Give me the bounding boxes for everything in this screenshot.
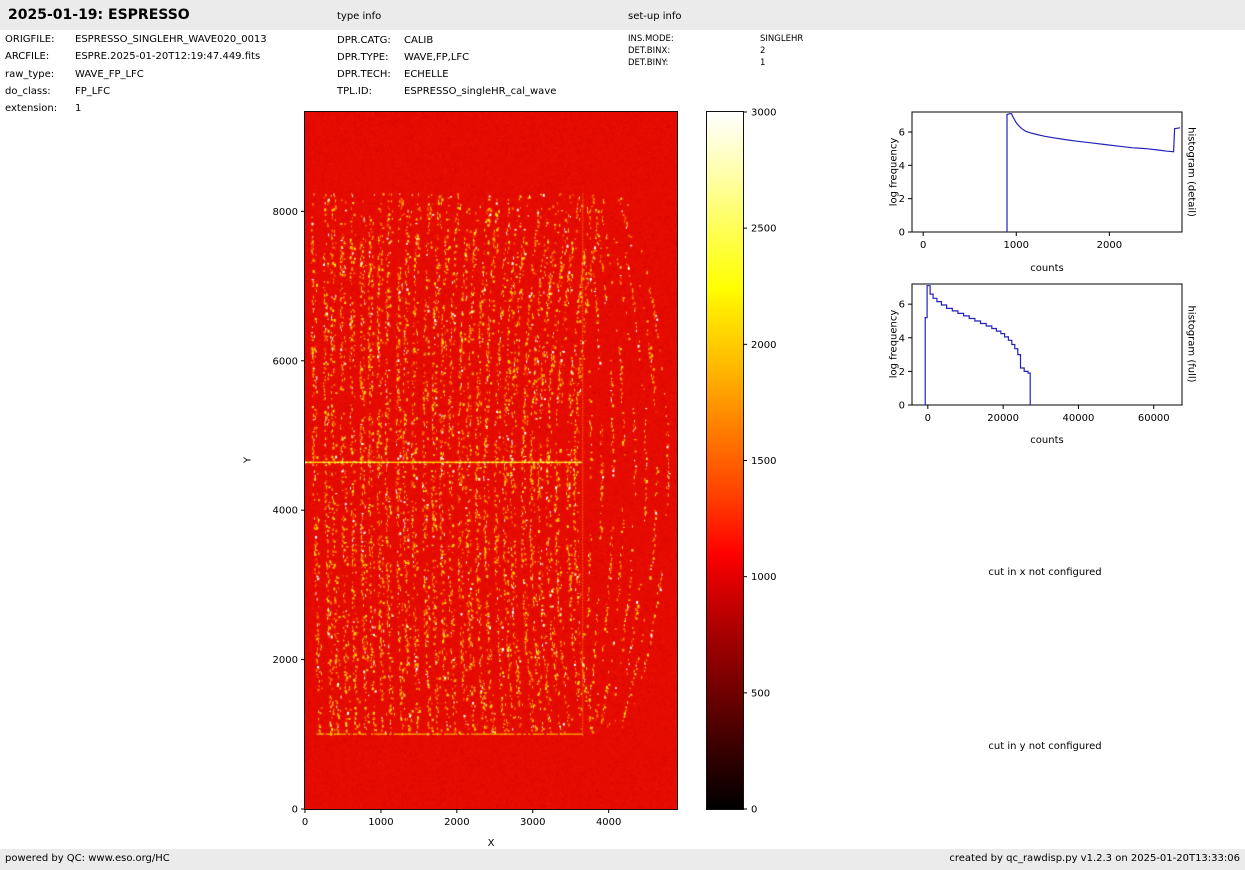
svg-text:1000: 1000 [751, 572, 776, 583]
svg-text:0: 0 [920, 240, 926, 251]
info-label: ORIGFILE: [5, 34, 55, 45]
svg-text:6000: 6000 [273, 356, 298, 367]
info-value: ESPRE.2025-01-20T12:19:47.449.fits [75, 51, 261, 62]
info-value: ECHELLE [404, 69, 449, 80]
info-value: 1 [760, 58, 766, 68]
footer-powered-by: powered by QC: www.eso.org/HC [5, 853, 170, 864]
info-row-origfile: ORIGFILE: ESPRESSO_SINGLEHR_WAVE020_0013 [5, 34, 267, 45]
footer-created-by: created by qc_rawdisp.py v1.2.3 on 2025-… [949, 853, 1240, 864]
info-value: CALIB [404, 35, 434, 46]
setup-info-heading: set-up info [628, 11, 682, 22]
info-label: DET.BINY: [628, 58, 669, 68]
info-value: 1 [75, 103, 82, 114]
svg-text:0: 0 [899, 401, 905, 412]
svg-text:4000: 4000 [596, 817, 621, 828]
info-row-rawtype: raw_type: WAVE_FP_LFC [5, 69, 144, 80]
info-value: WAVE_FP_LFC [75, 69, 144, 80]
info-label: DPR.CATG: [337, 35, 391, 46]
type-info-heading: type info [337, 11, 382, 22]
svg-text:2000: 2000 [444, 817, 469, 828]
info-row-dprtype: DPR.TYPE: WAVE,FP,LFC [337, 52, 469, 63]
info-value: WAVE,FP,LFC [404, 52, 470, 63]
svg-text:2: 2 [899, 194, 905, 205]
svg-text:1000: 1000 [1004, 240, 1029, 251]
header-bar: 2025-01-19: ESPRESSO type info set-up in… [0, 0, 1245, 30]
info-row-dprtech: DPR.TECH: ECHELLE [337, 69, 449, 80]
svg-text:2: 2 [899, 367, 905, 378]
info-value: ESPRESSO_singleHR_cal_wave [404, 86, 557, 97]
info-row-dprcatg: DPR.CATG: CALIB [337, 35, 433, 46]
cut-in-y-message: cut in y not configured [988, 741, 1102, 752]
info-value: SINGLEHR [760, 34, 804, 44]
info-label: do_class: [5, 86, 51, 97]
info-row-tplid: TPL.ID: ESPRESSO_singleHR_cal_wave [337, 86, 556, 97]
svg-text:0: 0 [899, 228, 905, 239]
info-row-insmode: INS.MODE: SINGLEHR [628, 34, 803, 44]
svg-text:8000: 8000 [273, 207, 298, 218]
info-label: DPR.TECH: [337, 69, 391, 80]
info-value: 2 [760, 46, 766, 56]
svg-text:1000: 1000 [368, 817, 393, 828]
info-label: INS.MODE: [628, 34, 674, 44]
svg-text:3000: 3000 [520, 817, 545, 828]
svg-text:2000: 2000 [273, 655, 298, 666]
raw-image-canvas [304, 111, 678, 810]
svg-text:20000: 20000 [987, 413, 1019, 424]
info-row-detbiny: DET.BINY: 1 [628, 58, 765, 68]
main-x-axis-label: X [487, 838, 495, 849]
cut-in-x-message: cut in x not configured [988, 567, 1102, 578]
svg-text:40000: 40000 [1063, 413, 1095, 424]
info-row-detbinx: DET.BINX: 2 [628, 46, 765, 56]
svg-text:0: 0 [292, 805, 298, 816]
info-label: raw_type: [5, 69, 55, 80]
info-label: DPR.TYPE: [337, 52, 389, 63]
svg-text:2000: 2000 [1097, 240, 1122, 251]
hist-full-x-axis-label: counts [1030, 435, 1064, 446]
info-row-arcfile: ARCFILE: ESPRE.2025-01-20T12:19:47.449.fi… [5, 51, 260, 62]
info-label: TPL.ID: [337, 86, 372, 97]
hist-full-y-axis-label: log frequency [888, 309, 900, 379]
info-value: ESPRESSO_SINGLEHR_WAVE020_0013 [75, 34, 267, 45]
hist-detail-x-axis-label: counts [1030, 263, 1064, 274]
svg-text:4: 4 [899, 333, 905, 344]
svg-text:3000: 3000 [751, 108, 776, 119]
svg-text:6: 6 [899, 300, 905, 311]
page-title: 2025-01-19: ESPRESSO [8, 7, 190, 23]
info-label: extension: [5, 103, 58, 114]
svg-text:1500: 1500 [751, 456, 776, 467]
svg-text:0: 0 [751, 805, 757, 816]
svg-text:60000: 60000 [1138, 413, 1170, 424]
hist-detail-right-label: histogram (detail) [1185, 127, 1197, 217]
hist-full-right-label: histogram (full) [1185, 305, 1197, 383]
info-value: FP_LFC [75, 86, 111, 97]
info-row-doclass: do_class: FP_LFC [5, 86, 110, 97]
info-row-extension: extension: 1 [5, 103, 81, 114]
svg-text:0: 0 [302, 817, 308, 828]
svg-text:2000: 2000 [751, 340, 776, 351]
svg-text:2500: 2500 [751, 224, 776, 235]
svg-text:0: 0 [925, 413, 931, 424]
hist-detail-y-axis-label: log frequency [888, 137, 900, 207]
svg-text:6: 6 [899, 128, 905, 139]
svg-text:4000: 4000 [273, 506, 298, 517]
info-label: ARCFILE: [5, 51, 50, 62]
info-label: DET.BINX: [628, 46, 671, 56]
colorbar [706, 111, 744, 810]
footer-bar: powered by QC: www.eso.org/HC created by… [0, 849, 1245, 870]
svg-text:4: 4 [899, 161, 905, 172]
main-y-axis-label: Y [242, 456, 254, 464]
svg-text:500: 500 [751, 688, 770, 699]
